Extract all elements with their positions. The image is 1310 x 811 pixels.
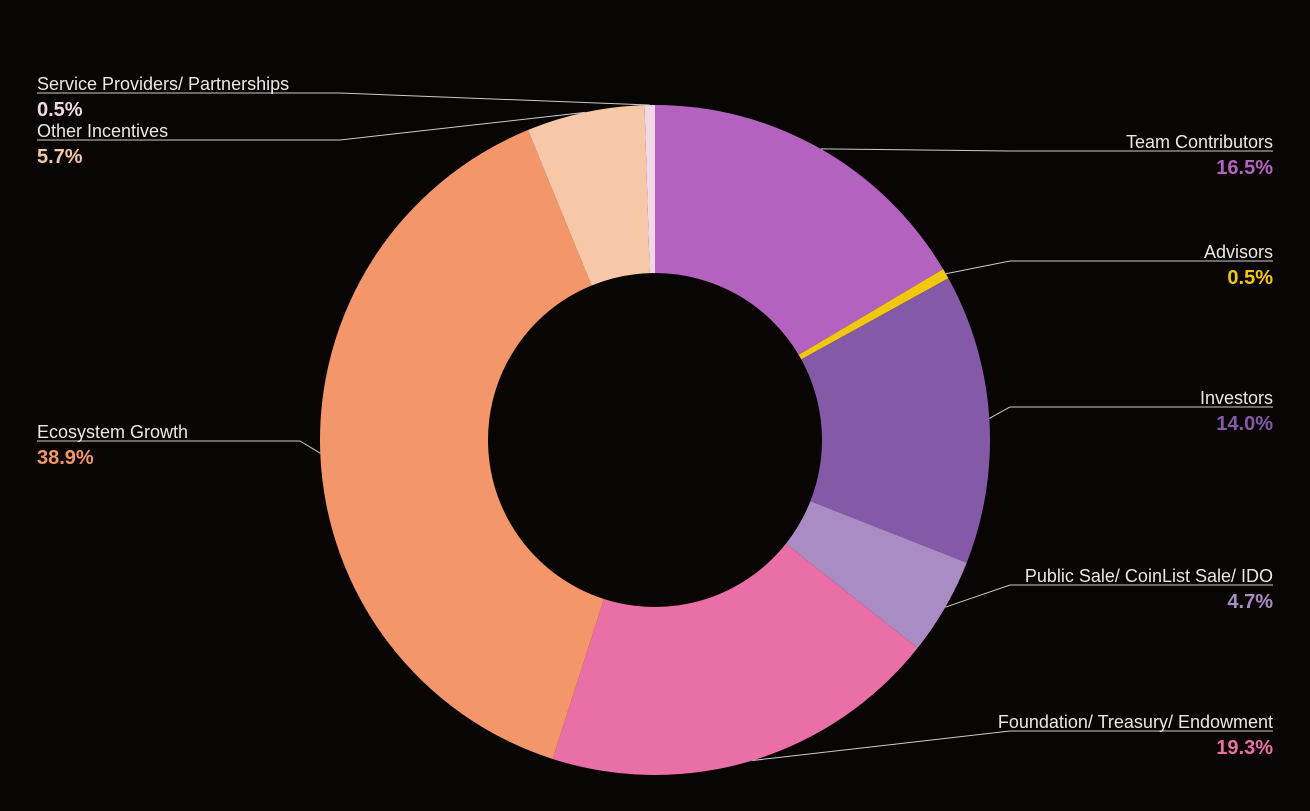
slice-label-value: 0.5% (1227, 267, 1273, 289)
slice-label-name: Foundation/ Treasury/ Endowment (998, 712, 1273, 732)
donut-slice (320, 130, 604, 759)
slice-label-value: 5.7% (37, 146, 83, 168)
slice-label-name: Advisors (1204, 242, 1273, 262)
slice-label-value: 16.5% (1216, 157, 1273, 179)
slice-label-name: Team Contributors (1126, 132, 1273, 152)
slice-label-name: Other Incentives (37, 121, 168, 141)
leader-line (945, 585, 1273, 607)
slice-label-value: 4.7% (1227, 591, 1273, 613)
slice-label-value: 19.3% (1216, 737, 1273, 759)
donut-chart-svg: Team Contributors 16.5% Advisors 0.5% Invest… (0, 0, 1310, 811)
slice-label-name: Ecosystem Growth (37, 422, 188, 442)
donut-chart-container: Team Contributors 16.5% Advisors 0.5% Invest… (0, 0, 1310, 811)
slice-label-name: Investors (1200, 388, 1273, 408)
leader-line (752, 731, 1273, 761)
leader-line (946, 261, 1273, 274)
leader-line (37, 93, 650, 105)
slice-label-value: 0.5% (37, 99, 83, 121)
slice-label-name: Public Sale/ CoinList Sale/ IDO (1025, 566, 1273, 586)
slice-label-name: Service Providers/ Partnerships (37, 74, 289, 94)
slice-label-value: 38.9% (37, 447, 94, 469)
slice-label-value: 14.0% (1216, 413, 1273, 435)
